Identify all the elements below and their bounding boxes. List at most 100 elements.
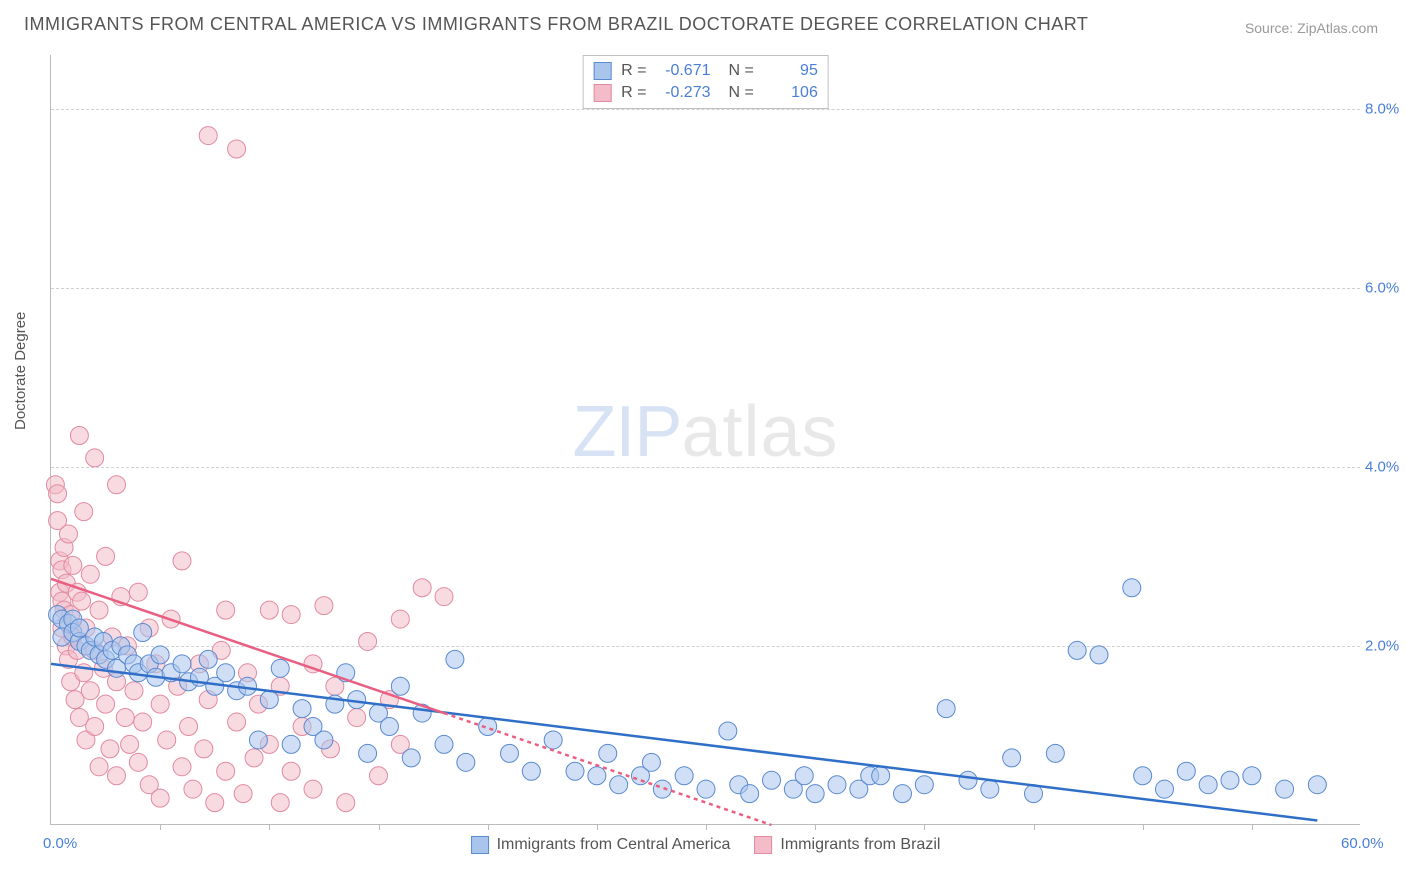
data-point — [370, 767, 388, 785]
data-point — [199, 650, 217, 668]
data-point — [260, 691, 278, 709]
data-point — [206, 794, 224, 812]
series-b-label: Immigrants from Brazil — [780, 836, 940, 854]
data-point — [86, 449, 104, 467]
data-point — [217, 601, 235, 619]
n-value-b: 106 — [760, 82, 818, 104]
data-point — [1276, 780, 1294, 798]
data-point — [151, 646, 169, 664]
data-point — [315, 597, 333, 615]
data-point — [599, 744, 617, 762]
series-legend: Immigrants from Central America Immigran… — [471, 836, 941, 854]
data-point — [479, 718, 497, 736]
data-point — [402, 749, 420, 767]
data-point — [1134, 767, 1152, 785]
correlation-legend: R = -0.671 N = 95 R = -0.273 N = 106 — [582, 55, 829, 109]
x-minor-tick — [815, 824, 816, 830]
r-value-a: -0.671 — [653, 60, 711, 82]
data-point — [1308, 776, 1326, 794]
data-point — [1156, 780, 1174, 798]
data-point — [697, 780, 715, 798]
data-point — [75, 503, 93, 521]
data-point — [981, 780, 999, 798]
x-tick-label: 60.0% — [1341, 835, 1384, 852]
x-minor-tick — [1252, 824, 1253, 830]
y-tick-label: 4.0% — [1365, 458, 1406, 475]
data-point — [1046, 744, 1064, 762]
data-point — [101, 740, 119, 758]
series-a-label: Immigrants from Central America — [497, 836, 731, 854]
data-point — [1090, 646, 1108, 664]
data-point — [97, 695, 115, 713]
data-point — [125, 682, 143, 700]
data-point — [108, 767, 126, 785]
scatter-plot-svg — [51, 55, 1360, 824]
data-point — [173, 655, 191, 673]
data-point — [173, 552, 191, 570]
data-point — [610, 776, 628, 794]
data-point — [90, 601, 108, 619]
data-point — [249, 731, 267, 749]
x-minor-tick — [160, 824, 161, 830]
data-point — [1199, 776, 1217, 794]
data-point — [199, 127, 217, 145]
legend-row-series-b: R = -0.273 N = 106 — [593, 82, 818, 104]
data-point — [653, 780, 671, 798]
y-tick-label: 2.0% — [1365, 637, 1406, 654]
data-point — [195, 740, 213, 758]
data-point — [959, 771, 977, 789]
x-minor-tick — [488, 824, 489, 830]
data-point — [763, 771, 781, 789]
data-point — [828, 776, 846, 794]
data-point — [391, 610, 409, 628]
data-point — [129, 583, 147, 601]
data-point — [260, 601, 278, 619]
data-point — [81, 565, 99, 583]
n-label: N = — [729, 82, 754, 104]
data-point — [217, 664, 235, 682]
data-point — [359, 744, 377, 762]
data-point — [81, 682, 99, 700]
data-point — [741, 785, 759, 803]
data-point — [245, 749, 263, 767]
data-point — [675, 767, 693, 785]
data-point — [544, 731, 562, 749]
data-point — [522, 762, 540, 780]
data-point — [90, 758, 108, 776]
swatch-series-a — [593, 62, 611, 80]
data-point — [1068, 641, 1086, 659]
data-point — [282, 735, 300, 753]
x-minor-tick — [597, 824, 598, 830]
data-point — [566, 762, 584, 780]
x-tick-label: 0.0% — [43, 835, 77, 852]
x-minor-tick — [379, 824, 380, 830]
data-point — [588, 767, 606, 785]
data-point — [806, 785, 824, 803]
data-point — [337, 794, 355, 812]
data-point — [872, 767, 890, 785]
data-point — [435, 735, 453, 753]
r-value-b: -0.273 — [653, 82, 711, 104]
chart-title: IMMIGRANTS FROM CENTRAL AMERICA VS IMMIG… — [24, 14, 1088, 35]
data-point — [359, 632, 377, 650]
data-point — [446, 650, 464, 668]
legend-row-series-a: R = -0.671 N = 95 — [593, 60, 818, 82]
r-label: R = — [621, 82, 646, 104]
data-point — [315, 731, 333, 749]
data-point — [413, 579, 431, 597]
y-axis-label: Doctorate Degree — [12, 312, 29, 430]
data-point — [391, 677, 409, 695]
data-point — [49, 485, 67, 503]
data-point — [271, 659, 289, 677]
data-point — [234, 785, 252, 803]
data-point — [937, 700, 955, 718]
data-point — [134, 713, 152, 731]
data-point — [184, 780, 202, 798]
y-tick-label: 8.0% — [1365, 100, 1406, 117]
data-point — [282, 606, 300, 624]
chart-plot-area: ZIPatlas 2.0%4.0%6.0%8.0% 0.0%60.0% R = … — [50, 55, 1360, 825]
data-point — [151, 789, 169, 807]
data-point — [116, 709, 134, 727]
data-point — [158, 731, 176, 749]
y-tick-label: 6.0% — [1365, 279, 1406, 296]
